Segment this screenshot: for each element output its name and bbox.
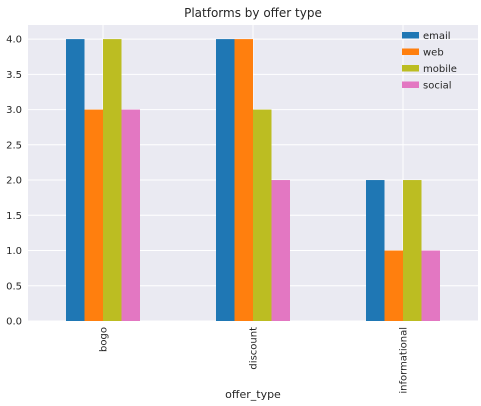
y-tick-labels: 0.0 0.5 1.0 1.5 2.0 2.5 3.0 3.5 4.0 [6, 35, 22, 328]
legend-label-mobile: mobile [423, 64, 457, 75]
bar-email-informational [366, 180, 385, 321]
legend-label-email: email [423, 31, 451, 42]
legend-label-social: social [423, 81, 452, 92]
bar-social-bogo [121, 109, 140, 321]
y-tick-label: 2.0 [6, 176, 22, 187]
x-tick-label: bogo [99, 327, 110, 352]
y-tick-label: 2.5 [6, 140, 22, 151]
bar-web-informational [384, 250, 403, 321]
y-tick-label: 3.5 [6, 70, 22, 81]
x-tick-label: discount [249, 327, 260, 370]
bar-email-bogo [66, 39, 85, 321]
x-axis-title: offer_type [225, 388, 281, 401]
y-tick-label: 4.0 [6, 35, 22, 46]
bar-web-discount [234, 39, 253, 321]
legend-swatch-social [402, 81, 419, 88]
y-tick-label: 1.5 [6, 211, 22, 222]
y-tick-label: 3.0 [6, 105, 22, 116]
bar-web-bogo [84, 109, 103, 321]
bar-mobile-informational [403, 180, 422, 321]
bar-social-discount [271, 180, 290, 321]
chart-title: Platforms by offer type [184, 6, 322, 20]
x-tick-label: informational [399, 327, 410, 394]
legend-swatch-email [402, 32, 419, 39]
bars [66, 39, 440, 321]
bar-social-informational [421, 250, 440, 321]
legend-label-web: web [423, 48, 444, 59]
bar-mobile-discount [253, 109, 272, 321]
legend-swatch-web [402, 48, 419, 55]
legend: email web mobile social [402, 31, 457, 92]
bar-email-discount [216, 39, 235, 321]
bar-mobile-bogo [103, 39, 122, 321]
x-tick-labels: bogo discount informational [99, 327, 410, 394]
y-tick-label: 0.5 [6, 281, 22, 292]
legend-swatch-mobile [402, 65, 419, 72]
y-tick-label: 0.0 [6, 317, 22, 328]
y-tick-label: 1.0 [6, 246, 22, 257]
